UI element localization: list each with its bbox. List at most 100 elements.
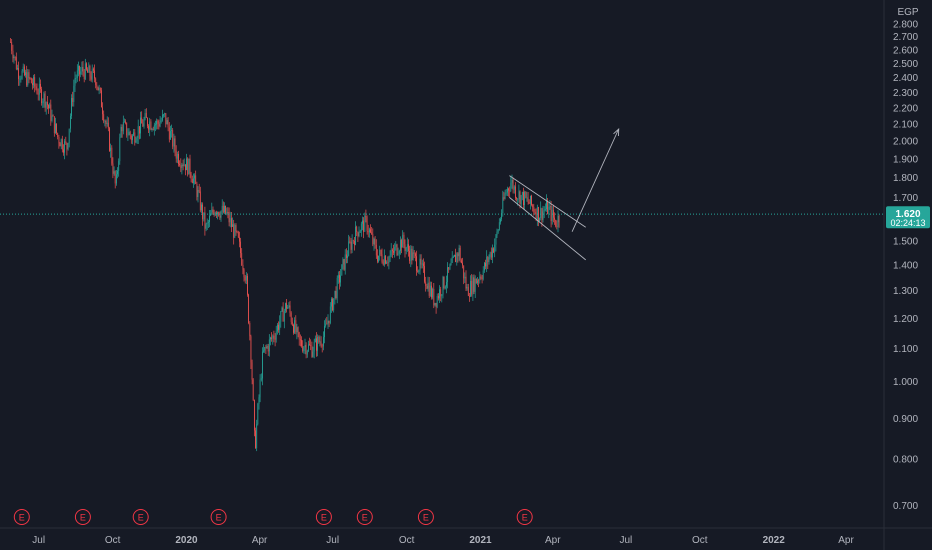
candle-body [470,280,471,297]
time-axis[interactable]: Jul Oct 2020 Apr Jul Oct 2021 Apr Jul Oct 2022 Apr [32,535,854,546]
candle-body [328,320,330,324]
candle-body [411,248,413,260]
candle-body [141,117,143,124]
candle-body [68,128,70,144]
candle-body [383,256,385,265]
candle-body [280,311,282,322]
candle-body [224,205,225,213]
candle-body [494,244,496,253]
candle-body [205,224,207,229]
earnings-marker[interactable] [74,509,91,525]
candle-body [266,346,268,348]
candle-body [308,344,309,351]
time-tick-label: Oct [399,535,415,546]
price-tick-label: 2.800 [893,20,918,31]
candle-body [72,98,74,102]
earnings-marker-label: E [19,513,25,523]
candle-body [349,241,351,243]
candle-body [157,121,159,124]
earnings-marker[interactable] [516,509,533,525]
time-tick-label: 2022 [763,535,786,546]
candle-body [405,247,407,251]
candle-body [532,204,534,207]
candle-body [20,78,22,80]
candle-body [251,362,253,380]
candle-body [110,147,111,151]
candle-body [116,174,117,184]
candle-body [380,249,382,255]
channel-line[interactable] [509,197,586,261]
candle-body [18,68,19,80]
candle-body [528,201,530,204]
price-tick-label: 2.500 [893,59,918,70]
candle-body [466,286,468,289]
candle-body [84,63,86,80]
candle-body [526,197,528,199]
candle-body [226,212,228,214]
price-badge-box [886,206,930,229]
candle-body [142,123,144,127]
candle-body [37,93,39,95]
earnings-marker[interactable] [132,509,149,525]
earnings-marker[interactable] [13,509,30,525]
candle-body [381,254,383,262]
candle-body [124,121,125,123]
candle-body [317,337,318,351]
candle-body [319,341,321,343]
candle-body [165,113,167,125]
candle-body [304,345,306,348]
candle-body [218,212,220,216]
candle-body [94,70,95,79]
candle-body [519,191,521,205]
price-badge-countdown: 02:24:13 [890,218,925,228]
candle-body [106,122,108,124]
candle-body [112,163,114,174]
candle-body [505,192,507,194]
candle-body [111,147,113,164]
earnings-marker[interactable] [356,509,373,525]
candle-body [71,98,72,116]
candle-body [33,77,34,86]
price-tick-label: 1.400 [893,260,918,271]
candle-body [281,307,283,312]
price-tick-label: 2.000 [893,137,918,148]
candle-body [257,404,259,425]
candle-body [239,237,240,242]
candle-body [134,132,136,143]
candle-body [174,138,176,151]
candle-body [415,253,416,257]
earnings-marker[interactable] [315,509,332,525]
candle-body [387,262,389,264]
candle-body [553,209,554,218]
candle-body [344,254,346,270]
candle-body [435,303,437,307]
candle-body [433,289,435,306]
candle-body [74,78,76,86]
earnings-marker[interactable] [417,509,434,525]
candle-body [258,397,260,404]
candle-body [248,294,249,323]
candle-body [482,270,484,279]
time-tick-label: Jul [32,535,45,546]
channel-line[interactable] [509,175,586,228]
candle-body [53,116,55,133]
candle-body [113,171,115,174]
candle-body [331,298,332,307]
candle-body [267,346,269,352]
candle-body [364,215,366,232]
candle-body [104,121,106,122]
candle-body [556,226,558,228]
candle-body [548,207,550,214]
candle-body [25,72,26,76]
candle-body [431,285,432,298]
candle-body [148,125,149,130]
candle-body [278,324,279,330]
earnings-marker[interactable] [210,509,227,525]
candle-body [474,278,476,292]
candle-body [249,323,251,337]
candle-body [544,209,546,211]
candle-body [346,254,347,258]
candle-body [541,208,543,220]
